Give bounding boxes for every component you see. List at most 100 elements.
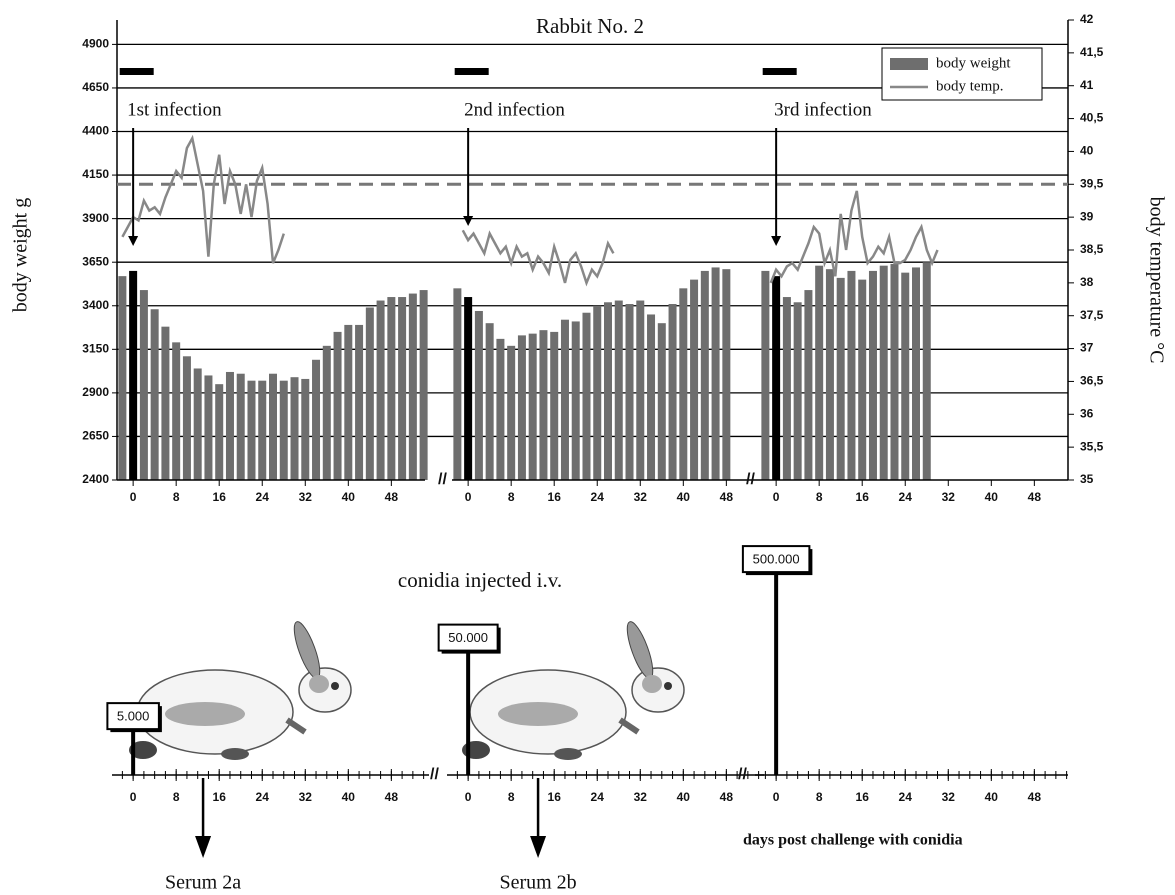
- weight-bar: [582, 313, 590, 480]
- y-tick-label: 4400: [82, 124, 109, 138]
- weight-bar: [539, 330, 547, 480]
- weight-bar: [636, 301, 644, 480]
- x-tick-label: 0: [130, 490, 137, 504]
- infection-label: 1st infection: [127, 99, 222, 120]
- weight-bar: [901, 273, 909, 480]
- y2-tick-label: 35,5: [1080, 439, 1104, 453]
- x-tick-label: 24: [899, 790, 913, 804]
- serum-label: Serum 2b: [499, 872, 576, 894]
- y-tick-label: 2900: [82, 385, 109, 399]
- x-tick-label: 8: [173, 790, 180, 804]
- weight-bar: [464, 297, 472, 480]
- weight-bar: [804, 290, 812, 480]
- x-tick-label: 40: [342, 790, 356, 804]
- x-tick-label: 32: [299, 790, 313, 804]
- infection-marker: [455, 68, 489, 75]
- arrow-head: [771, 236, 781, 246]
- weight-bar: [658, 323, 666, 480]
- weight-bar: [344, 325, 352, 480]
- weight-bar: [453, 288, 461, 480]
- rabbit-illustration: [129, 619, 351, 760]
- weight-bar: [129, 271, 137, 480]
- weight-bar: [204, 375, 212, 480]
- x-tick-label: 32: [634, 790, 648, 804]
- y-tick-label: 2650: [82, 429, 109, 443]
- temp-line: [463, 230, 614, 283]
- x-tick-label: 0: [773, 490, 780, 504]
- weight-bar: [615, 301, 623, 480]
- weight-bar: [496, 339, 504, 480]
- x-tick-label: 8: [508, 490, 515, 504]
- weight-bar: [247, 381, 255, 480]
- y2-tick-label: 39: [1080, 209, 1094, 223]
- x-tick-label: 32: [634, 490, 648, 504]
- page: {"chart_data": [ {"type": "bar", "title"…: [0, 0, 1175, 895]
- weight-bar: [323, 346, 331, 480]
- weight-bar: [387, 297, 395, 480]
- weight-bar: [561, 320, 569, 480]
- chart-title: Rabbit No. 2: [536, 14, 644, 38]
- x-tick-label: 0: [465, 790, 472, 804]
- weight-bar: [679, 288, 687, 480]
- weight-bar: [761, 271, 769, 480]
- weight-bar: [880, 266, 888, 480]
- weight-bar: [772, 276, 780, 480]
- x-axis-label: days post challenge with conidia: [743, 832, 963, 849]
- infection-label: 3rd infection: [774, 99, 872, 120]
- legend-label: body weight: [936, 55, 1011, 71]
- weight-bar: [847, 271, 855, 480]
- weight-bar: [161, 327, 169, 480]
- weight-bar: [409, 294, 417, 480]
- x-tick-label: 0: [130, 790, 137, 804]
- weight-bar: [604, 302, 612, 480]
- weight-bar: [794, 302, 802, 480]
- axis-break: //: [438, 471, 447, 488]
- y2-tick-label: 37,5: [1080, 308, 1104, 322]
- weight-bar: [669, 304, 677, 480]
- y-tick-label: 2400: [82, 472, 109, 486]
- y-tick-label: 4650: [82, 80, 109, 94]
- weight-bar: [334, 332, 342, 480]
- x-tick-label: 48: [385, 790, 399, 804]
- y2-tick-label: 39,5: [1080, 176, 1104, 190]
- serum-label: Serum 2a: [165, 872, 241, 894]
- x-tick-label: 16: [856, 790, 870, 804]
- y2-tick-label: 40,5: [1080, 111, 1104, 125]
- y2-tick-label: 38: [1080, 275, 1094, 289]
- x-tick-label: 16: [548, 790, 562, 804]
- weight-bar: [215, 384, 223, 480]
- y2-tick-label: 42: [1080, 12, 1094, 26]
- y2-tick-label: 41: [1080, 78, 1094, 92]
- y-tick-label: 3900: [82, 211, 109, 225]
- temp-line: [122, 138, 283, 263]
- x-tick-label: 16: [213, 790, 227, 804]
- x-tick-label: 40: [677, 490, 691, 504]
- y2-tick-label: 40: [1080, 144, 1094, 158]
- weight-bar: [647, 314, 655, 480]
- y-tick-label: 4150: [82, 167, 109, 181]
- weight-bar: [701, 271, 709, 480]
- weight-bar: [140, 290, 148, 480]
- y2-axis-label: body temperature °C: [1145, 197, 1167, 364]
- weight-bar: [258, 381, 266, 480]
- x-tick-label: 8: [816, 790, 823, 804]
- x-tick-label: 24: [256, 490, 270, 504]
- weight-bar: [529, 334, 537, 480]
- weight-bar: [151, 309, 159, 480]
- x-tick-label: 40: [985, 490, 999, 504]
- weight-bar: [355, 325, 363, 480]
- x-tick-label: 40: [985, 790, 999, 804]
- axis-break: //: [746, 471, 755, 488]
- x-tick-label: 48: [1028, 790, 1042, 804]
- weight-bar: [194, 368, 202, 480]
- weight-bar: [507, 346, 515, 480]
- legend-swatch: [890, 58, 928, 70]
- x-tick-label: 0: [773, 790, 780, 804]
- weight-bar: [420, 290, 428, 480]
- infection-marker: [763, 68, 797, 75]
- dose-label: 5.000: [117, 709, 150, 724]
- x-tick-label: 8: [173, 490, 180, 504]
- y2-tick-label: 36: [1080, 406, 1094, 420]
- x-tick-label: 48: [385, 490, 399, 504]
- x-tick-label: 40: [342, 490, 356, 504]
